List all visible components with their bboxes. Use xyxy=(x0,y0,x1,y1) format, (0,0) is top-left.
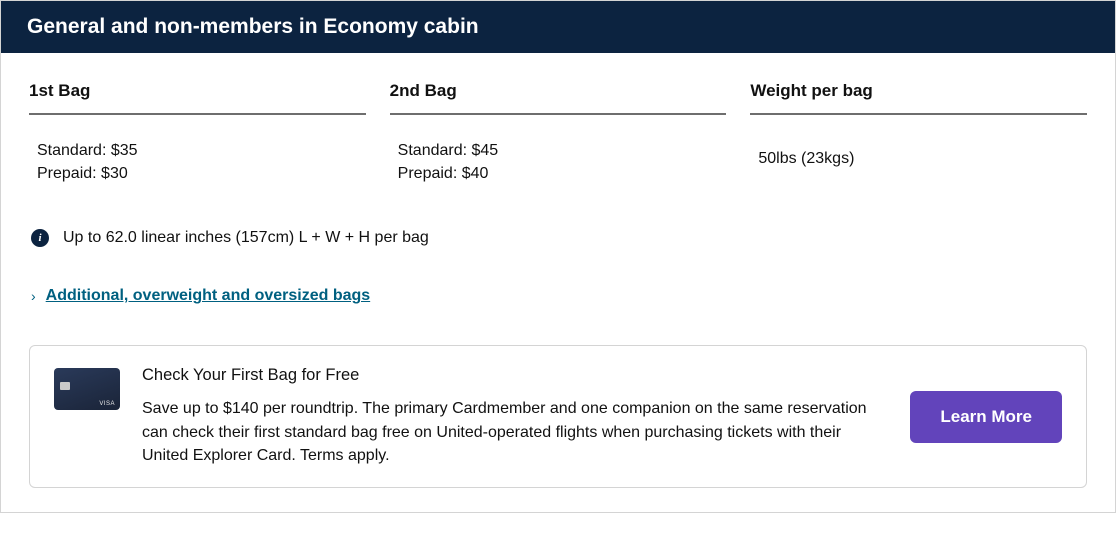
credit-card-icon xyxy=(54,368,120,410)
weight-line: 50lbs (23kgs) xyxy=(758,147,1087,170)
col-body-3: 50lbs (23kgs) xyxy=(750,139,1087,170)
expand-row[interactable]: › Additional, overweight and oversized b… xyxy=(29,287,1087,305)
pricing-col-2: 2nd Bag Standard: $45 Prepaid: $40 xyxy=(390,81,727,185)
panel-body: 1st Bag Standard: $35 Prepaid: $30 2nd B… xyxy=(1,53,1115,512)
pricing-col-3: Weight per bag 50lbs (23kgs) xyxy=(750,81,1087,185)
pricing-col-1: 1st Bag Standard: $35 Prepaid: $30 xyxy=(29,81,366,185)
promo-title: Check Your First Bag for Free xyxy=(142,366,888,385)
baggage-panel: General and non-members in Economy cabin… xyxy=(0,0,1116,513)
promo-body: Save up to $140 per roundtrip. The prima… xyxy=(142,397,888,467)
info-text: Up to 62.0 linear inches (157cm) L + W +… xyxy=(63,229,429,247)
promo-text: Check Your First Bag for Free Save up to… xyxy=(142,366,888,467)
promo-card: Check Your First Bag for Free Save up to… xyxy=(29,345,1087,488)
col-header-2: 2nd Bag xyxy=(390,81,727,115)
col-body-2: Standard: $45 Prepaid: $40 xyxy=(390,139,727,185)
price-line: Standard: $45 xyxy=(398,139,727,162)
panel-header: General and non-members in Economy cabin xyxy=(1,1,1115,53)
price-line: Standard: $35 xyxy=(37,139,366,162)
panel-title: General and non-members in Economy cabin xyxy=(27,15,479,38)
chevron-right-icon: › xyxy=(31,288,36,304)
info-icon: i xyxy=(31,229,49,247)
additional-bags-link[interactable]: Additional, overweight and oversized bag… xyxy=(46,287,371,305)
pricing-row: 1st Bag Standard: $35 Prepaid: $30 2nd B… xyxy=(29,81,1087,185)
info-note: i Up to 62.0 linear inches (157cm) L + W… xyxy=(29,229,1087,247)
learn-more-button[interactable]: Learn More xyxy=(910,391,1062,443)
price-line: Prepaid: $40 xyxy=(398,162,727,185)
col-header-3: Weight per bag xyxy=(750,81,1087,115)
col-body-1: Standard: $35 Prepaid: $30 xyxy=(29,139,366,185)
col-header-1: 1st Bag xyxy=(29,81,366,115)
price-line: Prepaid: $30 xyxy=(37,162,366,185)
